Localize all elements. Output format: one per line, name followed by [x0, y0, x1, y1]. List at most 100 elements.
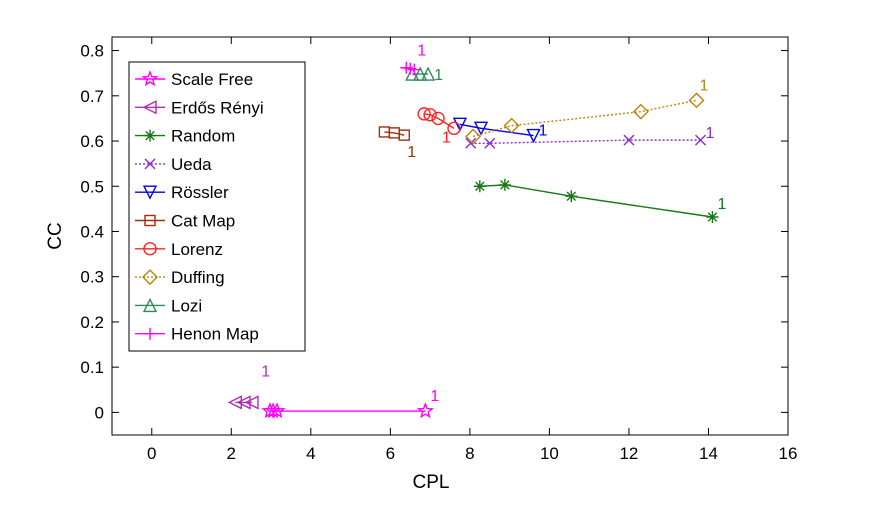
- data-point-duffing: [632, 103, 649, 120]
- legend-marker-duffing: [142, 269, 158, 286]
- legend-label-lorenz: Lorenz: [171, 240, 223, 259]
- end-label-ueda: 1: [706, 125, 715, 142]
- legend-label-lozi: Lozi: [171, 296, 202, 315]
- data-point-r-ssler: [526, 128, 541, 144]
- legend-marker-henon-map: [144, 327, 156, 340]
- x-tick-label: 4: [306, 444, 315, 463]
- legend-marker-lorenz: [143, 242, 157, 256]
- data-point-erd-s-r-nyi: [244, 395, 259, 410]
- data-point-random: [565, 190, 578, 203]
- data-point-henon-map: [408, 63, 421, 76]
- legend-item-lozi: Lozi: [135, 296, 202, 315]
- data-point-r-ssler: [473, 121, 489, 136]
- x-tick-label: 8: [465, 444, 474, 463]
- x-tick-label: 2: [227, 444, 236, 463]
- data-point-erd-s-r-nyi: [227, 395, 242, 410]
- legend-marker-erd-s-r-nyi: [142, 100, 157, 115]
- y-tick-label: 0.6: [80, 132, 104, 151]
- legend-marker-ueda: [144, 158, 156, 170]
- end-label-henon-map: 1: [417, 43, 426, 60]
- end-label-r-ssler: 1: [539, 123, 548, 140]
- data-point-lozi: [405, 66, 420, 81]
- x-tick-label: 10: [540, 444, 559, 463]
- end-label-lozi: 1: [434, 67, 443, 84]
- plot-frame: [111, 36, 789, 436]
- series-henon-map: 1: [400, 43, 426, 76]
- legend-marker-lozi: [142, 297, 158, 313]
- data-point-duffing: [503, 117, 520, 134]
- series-random: 1: [473, 178, 726, 224]
- data-point-random: [706, 211, 719, 224]
- data-point-lorenz: [417, 107, 431, 121]
- series-r-ssler: 1: [452, 117, 548, 144]
- legend-label-scale-free: Scale Free: [171, 70, 253, 89]
- series-line-lorenz: [424, 113, 455, 129]
- legend-marker-scale-free: [141, 70, 159, 87]
- y-axis-title: CC: [45, 222, 66, 249]
- x-axis-title: CPL: [413, 472, 450, 493]
- end-label-cat-map: 1: [407, 144, 416, 161]
- legend-label-ueda: Ueda: [171, 155, 212, 174]
- legend-label-r-ssler: Rössler: [171, 183, 229, 202]
- end-label-duffing: 1: [700, 77, 709, 94]
- legend-box: [128, 61, 306, 352]
- legend-item-lorenz: Lorenz: [135, 240, 223, 259]
- series-line-duffing: [472, 99, 697, 138]
- x-tick-label: 12: [619, 444, 638, 463]
- series-lorenz: 1: [417, 107, 461, 146]
- legend-item-cat-map: Cat Map: [135, 212, 235, 231]
- data-point-lorenz: [423, 108, 437, 122]
- data-point-erd-s-r-nyi: [236, 395, 251, 410]
- end-label-erd-s-r-nyi: 1: [261, 363, 270, 380]
- x-tick-label: 16: [779, 444, 798, 463]
- y-tick-label: 0.4: [80, 222, 104, 241]
- data-point-ueda: [484, 137, 496, 149]
- series-cat-map: 1: [378, 126, 416, 161]
- x-tick-label: 6: [386, 444, 395, 463]
- data-point-duffing: [688, 92, 705, 109]
- legend-label-henon-map: Henon Map: [171, 325, 259, 344]
- end-label-random: 1: [717, 196, 726, 213]
- legend-item-random: Random: [135, 127, 235, 146]
- series-scale-free: 1: [261, 388, 439, 419]
- legend: Scale Free Erdős Rényi Random Ueda Rössler Ca…: [128, 61, 306, 352]
- y-tick-label: 0.8: [80, 42, 104, 61]
- series-line-cat-map: [384, 131, 405, 136]
- end-label-lorenz: 1: [442, 129, 451, 146]
- y-tick-label: 0.1: [80, 358, 104, 377]
- legend-item-scale-free: Scale Free: [135, 70, 253, 89]
- data-point-lozi: [420, 66, 436, 81]
- x-tick-label: 14: [699, 444, 718, 463]
- y-tick-label: 0.5: [80, 177, 104, 196]
- legend-item-ueda: Ueda: [135, 155, 212, 174]
- data-point-r-ssler: [452, 117, 468, 132]
- legend-item-duffing: Duffing: [135, 268, 225, 287]
- legend-marker-random: [144, 129, 156, 142]
- axes: 0 2 4 6 8 10 12 14 16 0 0.1 0.2 0.3 0.4 0.5 0.6 0.7 0.8: [80, 36, 798, 463]
- legend-item-erd-s-r-nyi: Erdős Rényi: [135, 98, 264, 117]
- data-point-lorenz: [447, 121, 461, 136]
- data-point-random: [473, 180, 486, 193]
- data-point-random: [498, 178, 511, 191]
- legend-label-random: Random: [171, 127, 235, 146]
- legend-item-henon-map: Henon Map: [135, 325, 259, 344]
- y-tick-label: 0: [95, 403, 104, 422]
- data-point-lorenz: [431, 111, 445, 126]
- data-point-scale-free: [416, 402, 434, 419]
- series-ueda: 1: [465, 125, 715, 149]
- legend-label-duffing: Duffing: [171, 268, 225, 287]
- legend-label-erd-s-r-nyi: Erdős Rényi: [171, 98, 264, 117]
- series-line-r-ssler: [459, 123, 534, 137]
- y-tick-label: 0.2: [80, 313, 104, 332]
- legend-marker-r-ssler: [142, 185, 158, 200]
- data-point-cat-map: [398, 129, 410, 141]
- data-point-ueda: [623, 134, 635, 146]
- data-point-lozi: [413, 66, 428, 81]
- x-tick-label: 0: [147, 444, 156, 463]
- data-point-ueda: [465, 137, 477, 149]
- series-erd-s-r-nyi: 1: [227, 363, 270, 410]
- data-point-scale-free: [268, 402, 286, 419]
- series-line-random: [479, 184, 713, 218]
